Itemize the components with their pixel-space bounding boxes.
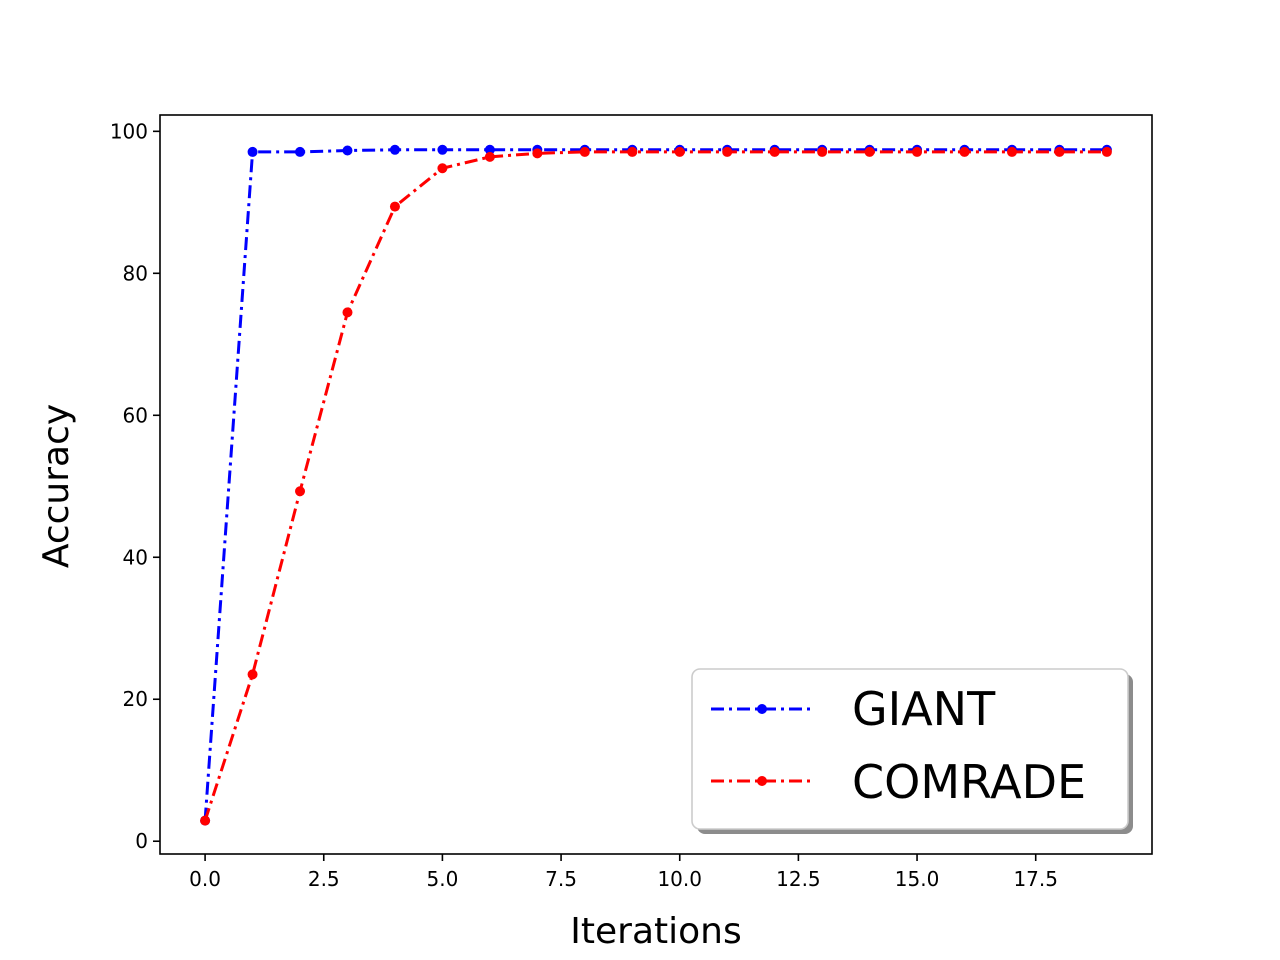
data-point-comrade [627, 146, 638, 157]
data-point-giant [295, 146, 306, 157]
data-point-comrade [722, 146, 733, 157]
data-point-comrade [247, 669, 258, 680]
plot-area [200, 144, 1112, 826]
legend-label-comrade: COMRADE [852, 755, 1086, 809]
x-tick-label: 12.5 [776, 867, 821, 891]
data-point-giant [389, 144, 400, 155]
axes-frame [159, 114, 1153, 855]
data-point-comrade [532, 148, 543, 159]
legend-marker-giant [757, 704, 767, 714]
series-line-comrade [203, 150, 1107, 822]
data-point-comrade [674, 146, 685, 157]
x-tick-label: 17.5 [1013, 867, 1058, 891]
data-point-comrade [1101, 146, 1112, 157]
y-tick-label: 40 [123, 545, 148, 569]
data-point-comrade [817, 146, 828, 157]
data-point-comrade [437, 163, 448, 174]
x-tick-label: 2.5 [308, 867, 340, 891]
data-point-comrade [295, 486, 306, 497]
data-point-comrade [200, 815, 211, 826]
y-tick-label: 20 [123, 687, 148, 711]
y-tick-label: 80 [123, 261, 148, 285]
data-point-comrade [864, 146, 875, 157]
data-point-comrade [769, 146, 780, 157]
data-point-comrade [1006, 146, 1017, 157]
y-axis: 0 20 40 60 80 100 [110, 119, 160, 853]
series-line-giant [203, 148, 1107, 821]
y-tick-label: 60 [123, 403, 148, 427]
data-point-comrade [484, 151, 495, 162]
data-point-comrade [959, 146, 970, 157]
x-tick-label: 5.0 [427, 867, 459, 891]
data-point-comrade [1054, 146, 1065, 157]
x-tick-label: 15.0 [895, 867, 940, 891]
legend-marker-comrade [757, 776, 767, 786]
data-point-giant [247, 146, 258, 157]
data-point-comrade [342, 307, 353, 318]
legend-label-giant: GIANT [852, 682, 996, 736]
data-point-comrade [912, 146, 923, 157]
y-tick-label: 0 [135, 829, 148, 853]
data-point-giant [437, 144, 448, 155]
data-point-comrade [579, 146, 590, 157]
x-tick-label: 0.0 [189, 867, 221, 891]
x-axis: 0.0 2.5 5.0 7.5 10.0 12.5 15.0 17.5 [189, 854, 1058, 891]
y-tick-label: 100 [110, 119, 148, 143]
x-axis-title: Iterations [570, 911, 741, 952]
y-axis-title: Accuracy [36, 404, 77, 568]
legend: GIANT COMRADE [691, 668, 1133, 834]
data-point-giant [342, 145, 353, 156]
x-tick-label: 10.0 [657, 867, 702, 891]
x-tick-label: 7.5 [545, 867, 577, 891]
data-point-comrade [389, 201, 400, 212]
data-point-giant [484, 144, 495, 155]
